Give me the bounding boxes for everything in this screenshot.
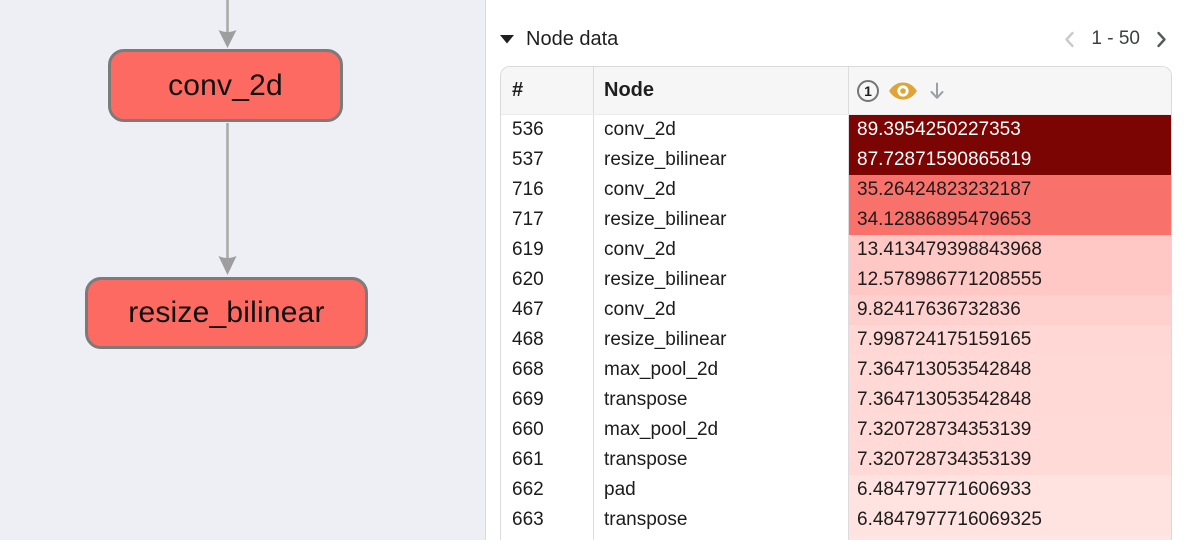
row-index: 663 [501, 505, 594, 535]
row-node-name: conv_2d [594, 175, 849, 205]
table-row[interactable]: 668 max_pool_2d 7.364713053542848 [501, 355, 1171, 385]
row-node-name: resize_bilinear [594, 325, 849, 355]
row-index: 717 [501, 205, 594, 235]
table-row[interactable]: 537 resize_bilinear 87.72871590865819 [501, 145, 1171, 175]
row-value: 13.413479398843968 [849, 235, 1171, 265]
col-header-value[interactable]: 1 [849, 67, 1171, 114]
table-body: 536 conv_2d 89.3954250227353 537 resize_bili… [501, 115, 1171, 535]
row-node-name: conv_2d [594, 235, 849, 265]
row-node-name: conv_2d [594, 295, 849, 325]
row-value: 7.364713053542848 [849, 385, 1171, 415]
table-row[interactable]: 662 pad 6.484797771606933 [501, 475, 1171, 505]
row-node-name: transpose [594, 445, 849, 475]
table-row[interactable]: 661 transpose 7.320728734353139 [501, 445, 1171, 475]
row-value: 7.364713053542848 [849, 355, 1171, 385]
row-index: 536 [501, 115, 594, 145]
table-row[interactable]: 669 transpose 7.364713053542848 [501, 385, 1171, 415]
next-page-icon[interactable] [1153, 30, 1170, 49]
row-value: 7.320728734353139 [849, 415, 1171, 445]
row-value: 9.82417636732836 [849, 295, 1171, 325]
run-index-badge: 1 [857, 79, 879, 102]
row-value: 6.484797771606933 [849, 475, 1171, 505]
sort-descending-icon[interactable] [927, 81, 947, 101]
row-node-name: conv_2d [594, 115, 849, 145]
row-index: 661 [501, 445, 594, 475]
row-node-name: pad [594, 475, 849, 505]
row-value: 35.26424823232187 [849, 175, 1171, 205]
row-value: 7.320728734353139 [849, 445, 1171, 475]
row-node-name: max_pool_2d [594, 355, 849, 385]
graph-canvas[interactable]: conv_2d resize_bilinear [0, 0, 486, 540]
row-value: 12.578986771208555 [849, 265, 1171, 295]
table-row[interactable]: 467 conv_2d 9.82417636732836 [501, 295, 1171, 325]
row-node-name: resize_bilinear [594, 205, 849, 235]
table-row-partial [501, 535, 1171, 540]
row-node-name: transpose [594, 505, 849, 535]
pagination: 1 - 50 [1061, 28, 1170, 50]
visibility-eye-icon[interactable] [888, 80, 918, 102]
row-index: 619 [501, 235, 594, 265]
row-value: 87.72871590865819 [849, 145, 1171, 175]
node-data-panel: Node data 1 - 50 # Node 1 [487, 0, 1190, 540]
section-title: Node data [526, 27, 619, 50]
row-index: 468 [501, 325, 594, 355]
graph-node-resize-bilinear[interactable]: resize_bilinear [85, 277, 368, 349]
col-header-node[interactable]: Node [594, 67, 849, 114]
col-header-index[interactable]: # [501, 67, 594, 114]
graph-edges [218, 0, 237, 275]
table-row[interactable]: 619 conv_2d 13.413479398843968 [501, 235, 1171, 265]
row-value: 7.998724175159165 [849, 325, 1171, 355]
table-row[interactable]: 660 max_pool_2d 7.320728734353139 [501, 415, 1171, 445]
partial-value-cell [849, 535, 1171, 540]
node-data-table: # Node 1 536 conv_2d 89.3 [500, 66, 1172, 540]
row-index: 660 [501, 415, 594, 445]
row-node-name: transpose [594, 385, 849, 415]
graph-node-conv-2d[interactable]: conv_2d [108, 49, 343, 122]
row-index: 620 [501, 265, 594, 295]
prev-page-icon[interactable] [1061, 30, 1078, 49]
table-row[interactable]: 716 conv_2d 35.26424823232187 [501, 175, 1171, 205]
row-index: 716 [501, 175, 594, 205]
row-index: 662 [501, 475, 594, 505]
arrowhead-into-resize [218, 256, 237, 275]
row-value: 89.3954250227353 [849, 115, 1171, 145]
node-data-section-toggle[interactable]: Node data [500, 28, 618, 51]
table-row[interactable]: 468 resize_bilinear 7.998724175159165 [501, 325, 1171, 355]
row-node-name: max_pool_2d [594, 415, 849, 445]
row-value: 34.12886895479653 [849, 205, 1171, 235]
collapse-caret-icon [500, 34, 514, 44]
node-data-header: Node data 1 - 50 [500, 22, 1170, 56]
table-row[interactable]: 620 resize_bilinear 12.578986771208555 [501, 265, 1171, 295]
table-row[interactable]: 663 transpose 6.4847977716069325 [501, 505, 1171, 535]
row-index: 537 [501, 145, 594, 175]
table-row[interactable]: 717 resize_bilinear 34.12886895479653 [501, 205, 1171, 235]
row-index: 467 [501, 295, 594, 325]
row-value: 6.4847977716069325 [849, 505, 1171, 535]
pagination-range: 1 - 50 [1091, 28, 1140, 49]
row-node-name: resize_bilinear [594, 265, 849, 295]
row-index: 669 [501, 385, 594, 415]
arrowhead-into-conv2d [218, 30, 237, 48]
table-header: # Node 1 [501, 67, 1171, 115]
row-node-name: resize_bilinear [594, 145, 849, 175]
table-row[interactable]: 536 conv_2d 89.3954250227353 [501, 115, 1171, 145]
row-index: 668 [501, 355, 594, 385]
